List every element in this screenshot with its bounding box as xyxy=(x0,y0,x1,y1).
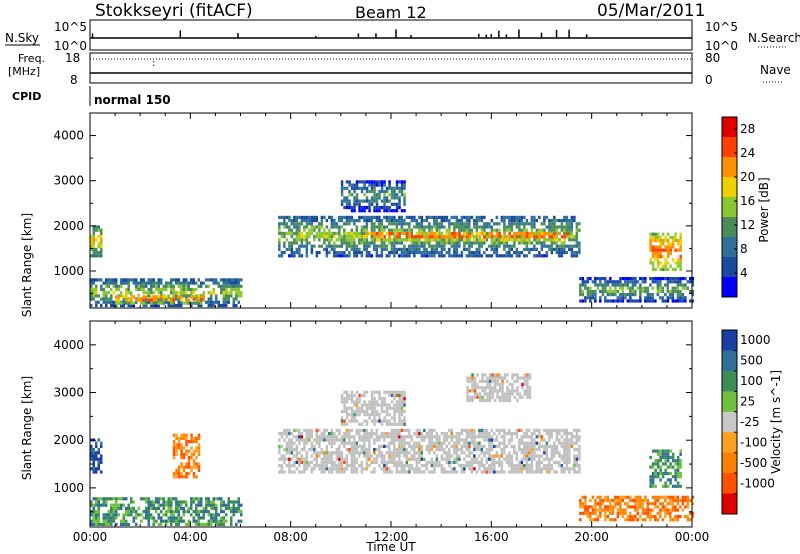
power-colorbar: 4 8 12 16 20 24 28 xyxy=(721,116,755,298)
nsky-label: N.Sky xyxy=(5,31,39,45)
nsky-spikes xyxy=(91,29,588,38)
colorbar-tick-label: -25 xyxy=(740,415,760,429)
nsearch-label: N.Search xyxy=(748,31,800,45)
nsky-panel-frame xyxy=(89,19,693,51)
echo-region xyxy=(90,497,243,526)
freq-unit: [MHz] xyxy=(8,65,40,78)
echo-region xyxy=(649,449,682,488)
freq-tick-bottom: 8 xyxy=(70,73,78,87)
nsky-tick-bottom: 10^0 xyxy=(54,39,87,53)
echo-region xyxy=(649,232,682,271)
date-title: 05/Mar/2011 xyxy=(597,1,705,21)
colorbar-swatch xyxy=(722,370,737,392)
colorbar-swatch xyxy=(722,237,737,258)
velocity-colorbar-label: Velocity [m s^-1] xyxy=(769,370,783,474)
colorbar-swatch xyxy=(722,117,737,138)
freq-tick-top: 18 xyxy=(65,51,80,65)
colorbar-swatch xyxy=(722,197,737,218)
colorbar-tick-label: 16 xyxy=(740,194,755,208)
colorbar-swatch xyxy=(722,257,737,278)
nave-tick-bottom: 0 xyxy=(705,73,713,87)
velocity-ylabel: Slant Range [km] xyxy=(20,376,34,480)
colorbar-swatch xyxy=(722,277,737,298)
colorbar-swatch xyxy=(722,411,737,433)
nsearch-tick-top: 10^5 xyxy=(705,20,738,34)
colorbar-tick-label: -1000 xyxy=(740,476,775,490)
nsky-tick-top: 10^5 xyxy=(54,20,87,34)
colorbar-tick-label: 25 xyxy=(740,395,755,409)
echo-region xyxy=(365,232,569,242)
x-tick-label: 16:00 xyxy=(474,530,509,544)
echo-region xyxy=(340,390,406,426)
echo-cells xyxy=(90,373,695,526)
station-title: Stokkseyri (fitACF) xyxy=(95,1,253,21)
colorbar-swatch xyxy=(722,452,737,474)
freq-label: Freq. xyxy=(18,52,45,65)
x-tick-label: 08:00 xyxy=(273,530,308,544)
colorbar-tick-label: 8 xyxy=(740,242,748,256)
colorbar-tick-label: -100 xyxy=(740,435,767,449)
nsearch-tick-bottom: 10^0 xyxy=(705,39,738,53)
cpid-value: normal 150 xyxy=(94,93,171,107)
power-panel: 1000 2000 3000 4000 xyxy=(53,112,695,309)
y-tick-label: 2000 xyxy=(53,433,84,447)
colorbar-swatch xyxy=(722,391,737,413)
beam-title: Beam 12 xyxy=(355,3,427,22)
colorbar-tick-label: 12 xyxy=(740,218,755,232)
x-axis-title: Time UT xyxy=(365,540,416,554)
echo-region xyxy=(115,295,206,305)
colorbar-swatch xyxy=(722,137,737,158)
freq-panel-frame xyxy=(89,52,693,84)
colorbar-swatch xyxy=(722,157,737,178)
colorbar-frame xyxy=(721,116,738,298)
colorbar-tick-label: 20 xyxy=(740,170,755,184)
x-tick-label: 04:00 xyxy=(173,530,208,544)
echo-cells xyxy=(90,180,695,308)
colorbar-swatch xyxy=(722,177,737,198)
x-tick-label: 20:00 xyxy=(574,530,609,544)
cpid-label: CPID xyxy=(12,90,41,103)
y-tick-label: 4000 xyxy=(53,129,84,143)
echo-region xyxy=(90,225,103,258)
colorbar-tick-label: 4 xyxy=(740,266,748,280)
nave-tick-top: 80 xyxy=(705,51,720,65)
x-tick-label: 12:00 xyxy=(374,530,409,544)
velocity-panel: 1000 2000 3000 4000 00:00 04:00 08:00 12:00 16:0… xyxy=(53,320,710,544)
colorbar-tick-label: 28 xyxy=(740,122,755,136)
colorbar-tick-label: 500 xyxy=(740,354,763,368)
y-tick-label: 1000 xyxy=(53,481,84,495)
x-tick-label: 00:00 xyxy=(73,530,108,544)
colorbar-swatch xyxy=(722,217,737,238)
colorbar-swatch xyxy=(722,350,737,372)
nave-label: Nave xyxy=(760,63,791,77)
y-tick-label: 3000 xyxy=(53,174,84,188)
colorbar-tick-label: -500 xyxy=(740,456,767,470)
echo-region xyxy=(579,277,695,303)
y-tick-label: 1000 xyxy=(53,264,84,278)
echo-region xyxy=(90,278,243,308)
echo-region xyxy=(579,495,695,522)
y-tick-label: 2000 xyxy=(53,219,84,233)
colorbar-frame xyxy=(721,329,738,515)
echo-region xyxy=(172,433,201,479)
colorbar-tick-label: 100 xyxy=(740,374,763,388)
colorbar-tick-label: 1000 xyxy=(740,333,771,347)
echo-region xyxy=(466,373,532,403)
power-colorbar-label: Power [dB] xyxy=(757,177,771,242)
y-tick-label: 3000 xyxy=(53,386,84,400)
x-tick-label: 00:00 xyxy=(675,530,710,544)
colorbar-swatch xyxy=(722,493,737,515)
power-ylabel: Slant Range [km] xyxy=(20,213,34,317)
colorbar-swatch xyxy=(722,330,737,351)
colorbar-tick-label: 24 xyxy=(740,146,755,160)
y-tick-label: 4000 xyxy=(53,338,84,352)
velocity-colorbar: 1000 500 100 25 -25 -100 -500 -1000 xyxy=(721,329,775,515)
colorbar-swatch xyxy=(722,473,737,495)
echo-region xyxy=(278,428,581,474)
colorbar-swatch xyxy=(722,432,737,454)
echo-region xyxy=(340,180,406,213)
freq-marker-dots: : xyxy=(152,58,155,69)
